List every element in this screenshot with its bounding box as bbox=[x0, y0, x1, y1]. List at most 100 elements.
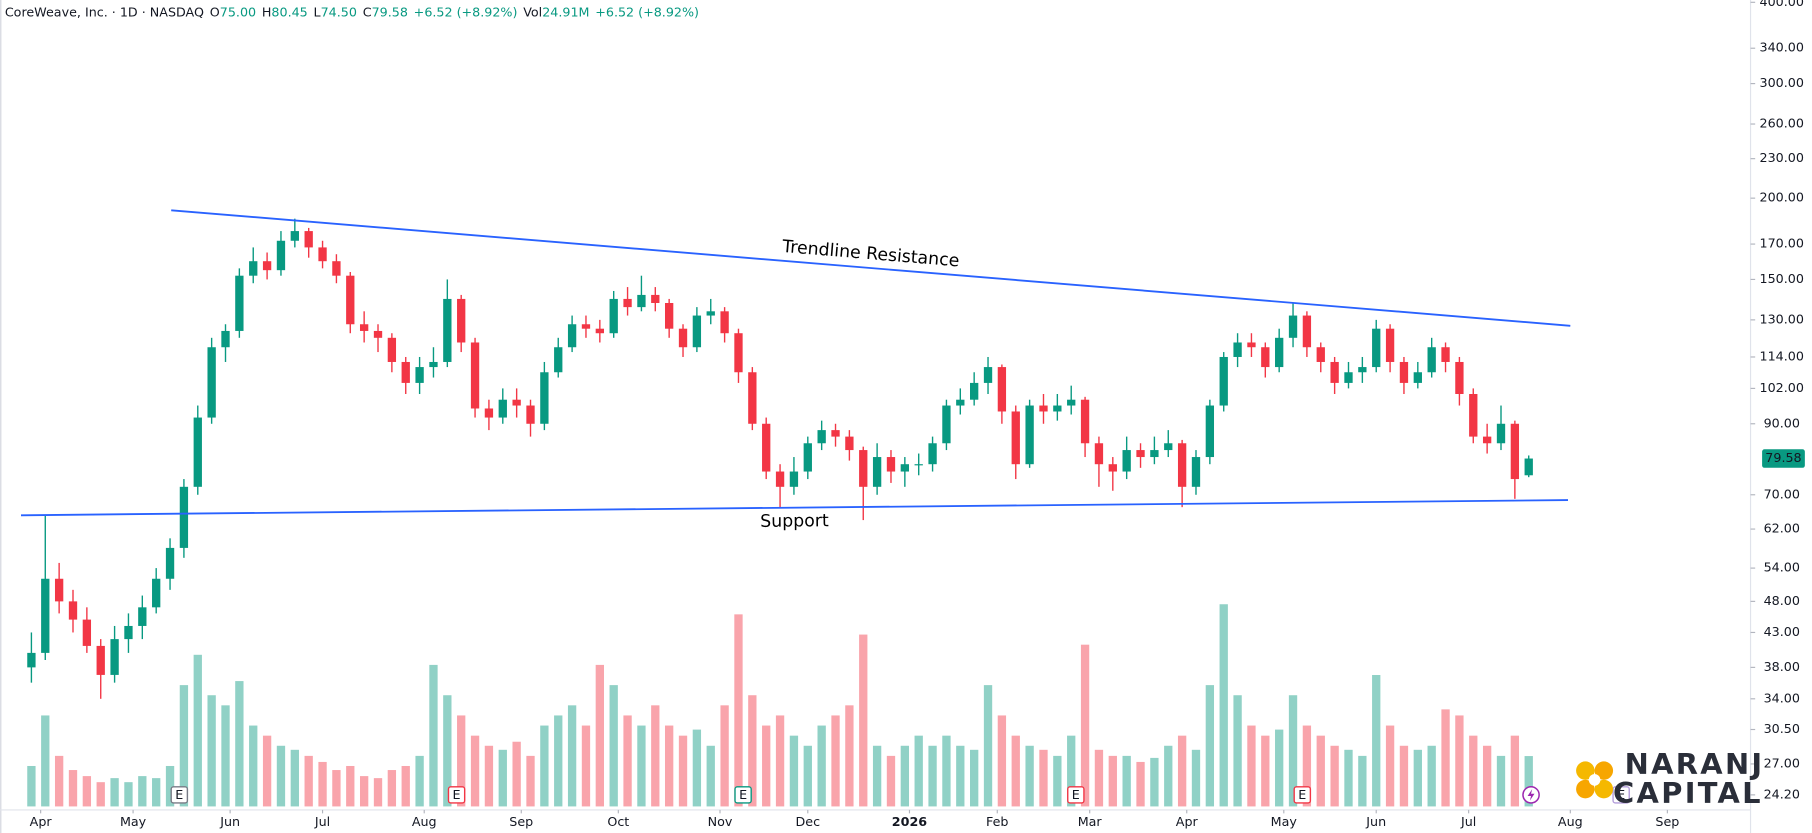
candle-body bbox=[720, 311, 729, 334]
volume-bar bbox=[1441, 709, 1450, 807]
candle-body bbox=[1358, 367, 1367, 373]
volume-bar bbox=[1344, 749, 1353, 807]
x-tick-label: Jul bbox=[314, 814, 330, 829]
candle-body bbox=[942, 405, 951, 444]
candle-body bbox=[1053, 405, 1062, 412]
volume-bar bbox=[1205, 685, 1215, 807]
candle-body bbox=[775, 471, 785, 487]
last-price-label: 79.58 bbox=[1765, 450, 1801, 465]
candle-body bbox=[262, 261, 272, 271]
volume-bar bbox=[623, 715, 632, 807]
candle-body bbox=[1177, 443, 1187, 487]
y-tick-label: 130.00 bbox=[1760, 311, 1804, 326]
volume-bar bbox=[512, 741, 521, 807]
candle-body bbox=[1191, 457, 1201, 487]
volume-bar bbox=[859, 634, 868, 807]
volume-bar bbox=[221, 705, 230, 807]
header-item: C bbox=[363, 4, 372, 19]
x-tick-label: Jun bbox=[219, 814, 240, 829]
candle-body bbox=[997, 367, 1007, 412]
y-tick-label: 102.00 bbox=[1760, 380, 1804, 395]
alert-icon[interactable] bbox=[1522, 786, 1540, 804]
candle-body bbox=[595, 328, 604, 334]
candle-body bbox=[831, 430, 840, 437]
volume-bar bbox=[817, 725, 826, 807]
candle-body bbox=[359, 324, 369, 331]
event-badge bbox=[447, 786, 466, 804]
last-price-box bbox=[1762, 449, 1805, 468]
volume-bar bbox=[928, 745, 937, 807]
y-tick-label: 200.00 bbox=[1760, 190, 1804, 205]
candle-body bbox=[1067, 399, 1076, 406]
candle-body bbox=[332, 261, 341, 276]
candle-body bbox=[346, 275, 355, 325]
volume-bar bbox=[68, 770, 78, 807]
candle-body bbox=[1136, 450, 1145, 458]
volume-bar bbox=[27, 765, 36, 807]
volume-bar bbox=[1261, 735, 1270, 807]
volume-bar bbox=[138, 776, 147, 807]
volume-bar bbox=[1399, 745, 1409, 807]
x-tick-label: Aug bbox=[412, 814, 437, 829]
volume-bar bbox=[387, 770, 397, 807]
volume-bar bbox=[997, 715, 1007, 807]
candle-body bbox=[179, 486, 189, 548]
candle-body bbox=[1455, 361, 1464, 394]
volume-bar bbox=[1164, 745, 1173, 807]
volume-bar bbox=[415, 755, 424, 807]
volume-bar bbox=[346, 765, 355, 807]
y-tick-label: 48.00 bbox=[1764, 593, 1800, 608]
candle-body bbox=[54, 578, 64, 602]
volume-bar bbox=[609, 685, 618, 807]
header-item: +6.52 (+8.92%) bbox=[595, 4, 699, 19]
x-tick-label: Sep bbox=[1655, 814, 1679, 829]
candle-body bbox=[1025, 405, 1034, 465]
volume-bar bbox=[637, 725, 646, 807]
header-item: 79.58 bbox=[372, 4, 408, 19]
logo-petal bbox=[1576, 779, 1595, 799]
candle-body bbox=[443, 298, 452, 362]
x-tick-label: Apr bbox=[1176, 814, 1199, 829]
alert-bolt[interactable] bbox=[1527, 789, 1535, 801]
candle-body bbox=[165, 547, 175, 579]
volume-bar bbox=[1330, 745, 1339, 807]
candle-body bbox=[1261, 347, 1270, 368]
x-tick-label: Sep bbox=[509, 814, 533, 829]
candle-body bbox=[318, 247, 327, 262]
candle-body bbox=[27, 652, 36, 668]
x-tick-label: Jun bbox=[1365, 814, 1386, 829]
candle-body bbox=[803, 443, 812, 472]
candle-body bbox=[970, 382, 979, 400]
y-tick-label: 30.50 bbox=[1764, 721, 1800, 736]
volume-bar bbox=[1469, 735, 1478, 807]
x-tick-label: Feb bbox=[986, 814, 1008, 829]
volume-bar bbox=[678, 735, 688, 807]
candle-body bbox=[1441, 347, 1450, 362]
event-badge bbox=[170, 786, 189, 804]
volume-bar bbox=[1191, 749, 1201, 807]
volume-bar bbox=[803, 745, 812, 807]
candle-body bbox=[734, 333, 743, 373]
x-tick-label: Mar bbox=[1078, 814, 1103, 829]
volume-bar bbox=[983, 685, 993, 807]
candle-body bbox=[540, 372, 549, 424]
volume-bar bbox=[1011, 735, 1020, 807]
header-item: 80.45 bbox=[271, 4, 307, 19]
candle-body bbox=[664, 302, 674, 329]
volume-bar bbox=[262, 735, 272, 807]
event-label: E bbox=[1617, 787, 1625, 802]
candle-body bbox=[651, 294, 660, 303]
candle-body bbox=[872, 457, 882, 487]
volume-bar bbox=[1455, 715, 1464, 807]
candle-body bbox=[249, 261, 258, 276]
volume-bar bbox=[581, 725, 591, 807]
candle-body bbox=[928, 443, 937, 465]
volume-bar bbox=[970, 749, 979, 807]
volume-bar bbox=[332, 770, 341, 807]
volume-bar bbox=[1094, 749, 1104, 807]
volume-bar bbox=[373, 778, 383, 807]
header-item: CoreWeave, Inc. · 1D · NASDAQ bbox=[5, 4, 204, 19]
volume-bar bbox=[886, 755, 896, 807]
volume-bar bbox=[1108, 755, 1117, 807]
